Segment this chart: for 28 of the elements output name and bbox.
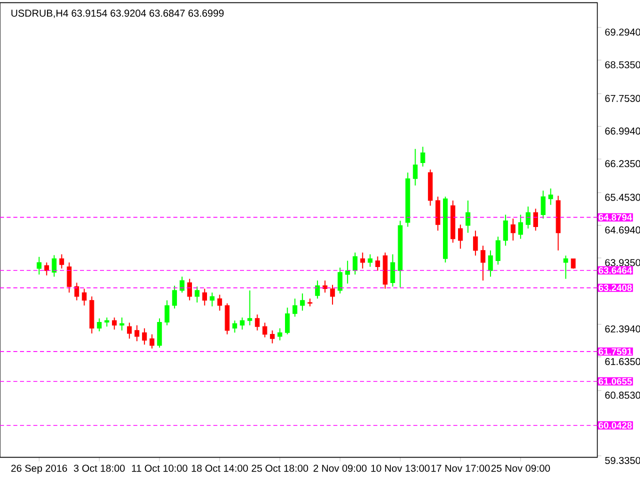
ref-line-label: 60.0428 [598,422,632,429]
x-tick-label: 18 Oct 14:00 [192,464,248,472]
x-tick-label: 26 Sep 2016 [11,464,68,474]
ref-line-label: 61.7591 [598,348,632,355]
x-tick-label: 17 Nov 17:00 [431,464,490,472]
x-tick-label: 10 Nov 13:00 [371,464,430,472]
y-tick-label: 67.7530 [605,94,640,102]
y-tick-label: 69.2940 [605,28,640,36]
x-tick-label: 3 Oct 18:00 [74,464,125,472]
y-tick-label: 62.3940 [605,325,640,332]
y-tick-label: 65.4530 [605,194,640,201]
x-tick-label: 25 Oct 18:00 [252,464,308,472]
x-tick-label: 2 Nov 09:00 [314,464,367,472]
y-tick-label: 64.6940 [605,226,640,234]
y-tick-label: 63.9350 [605,259,640,266]
ref-line-label: 63.2408 [598,284,632,292]
x-tick-label: 25 Nov 09:00 [491,464,550,472]
y-tick-label: 68.5350 [605,61,640,68]
ref-line-label: 64.8794 [598,214,632,221]
text: USDRUB,H4 63.9154 63.9204 63.6847 63.6999 [11,10,224,18]
y-tick-label: 66.2350 [605,160,640,168]
x-tick-label: 11 Oct 10:00 [132,464,188,472]
y-tick-label: 61.6350 [605,358,640,366]
y-tick-label: 66.9940 [605,128,640,135]
y-tick-label: 60.8530 [605,392,640,399]
ref-line-label: 63.6464 [598,267,632,274]
y-tick-label: 59.3350 [605,456,640,464]
ref-line-label: 61.0655 [598,378,632,385]
